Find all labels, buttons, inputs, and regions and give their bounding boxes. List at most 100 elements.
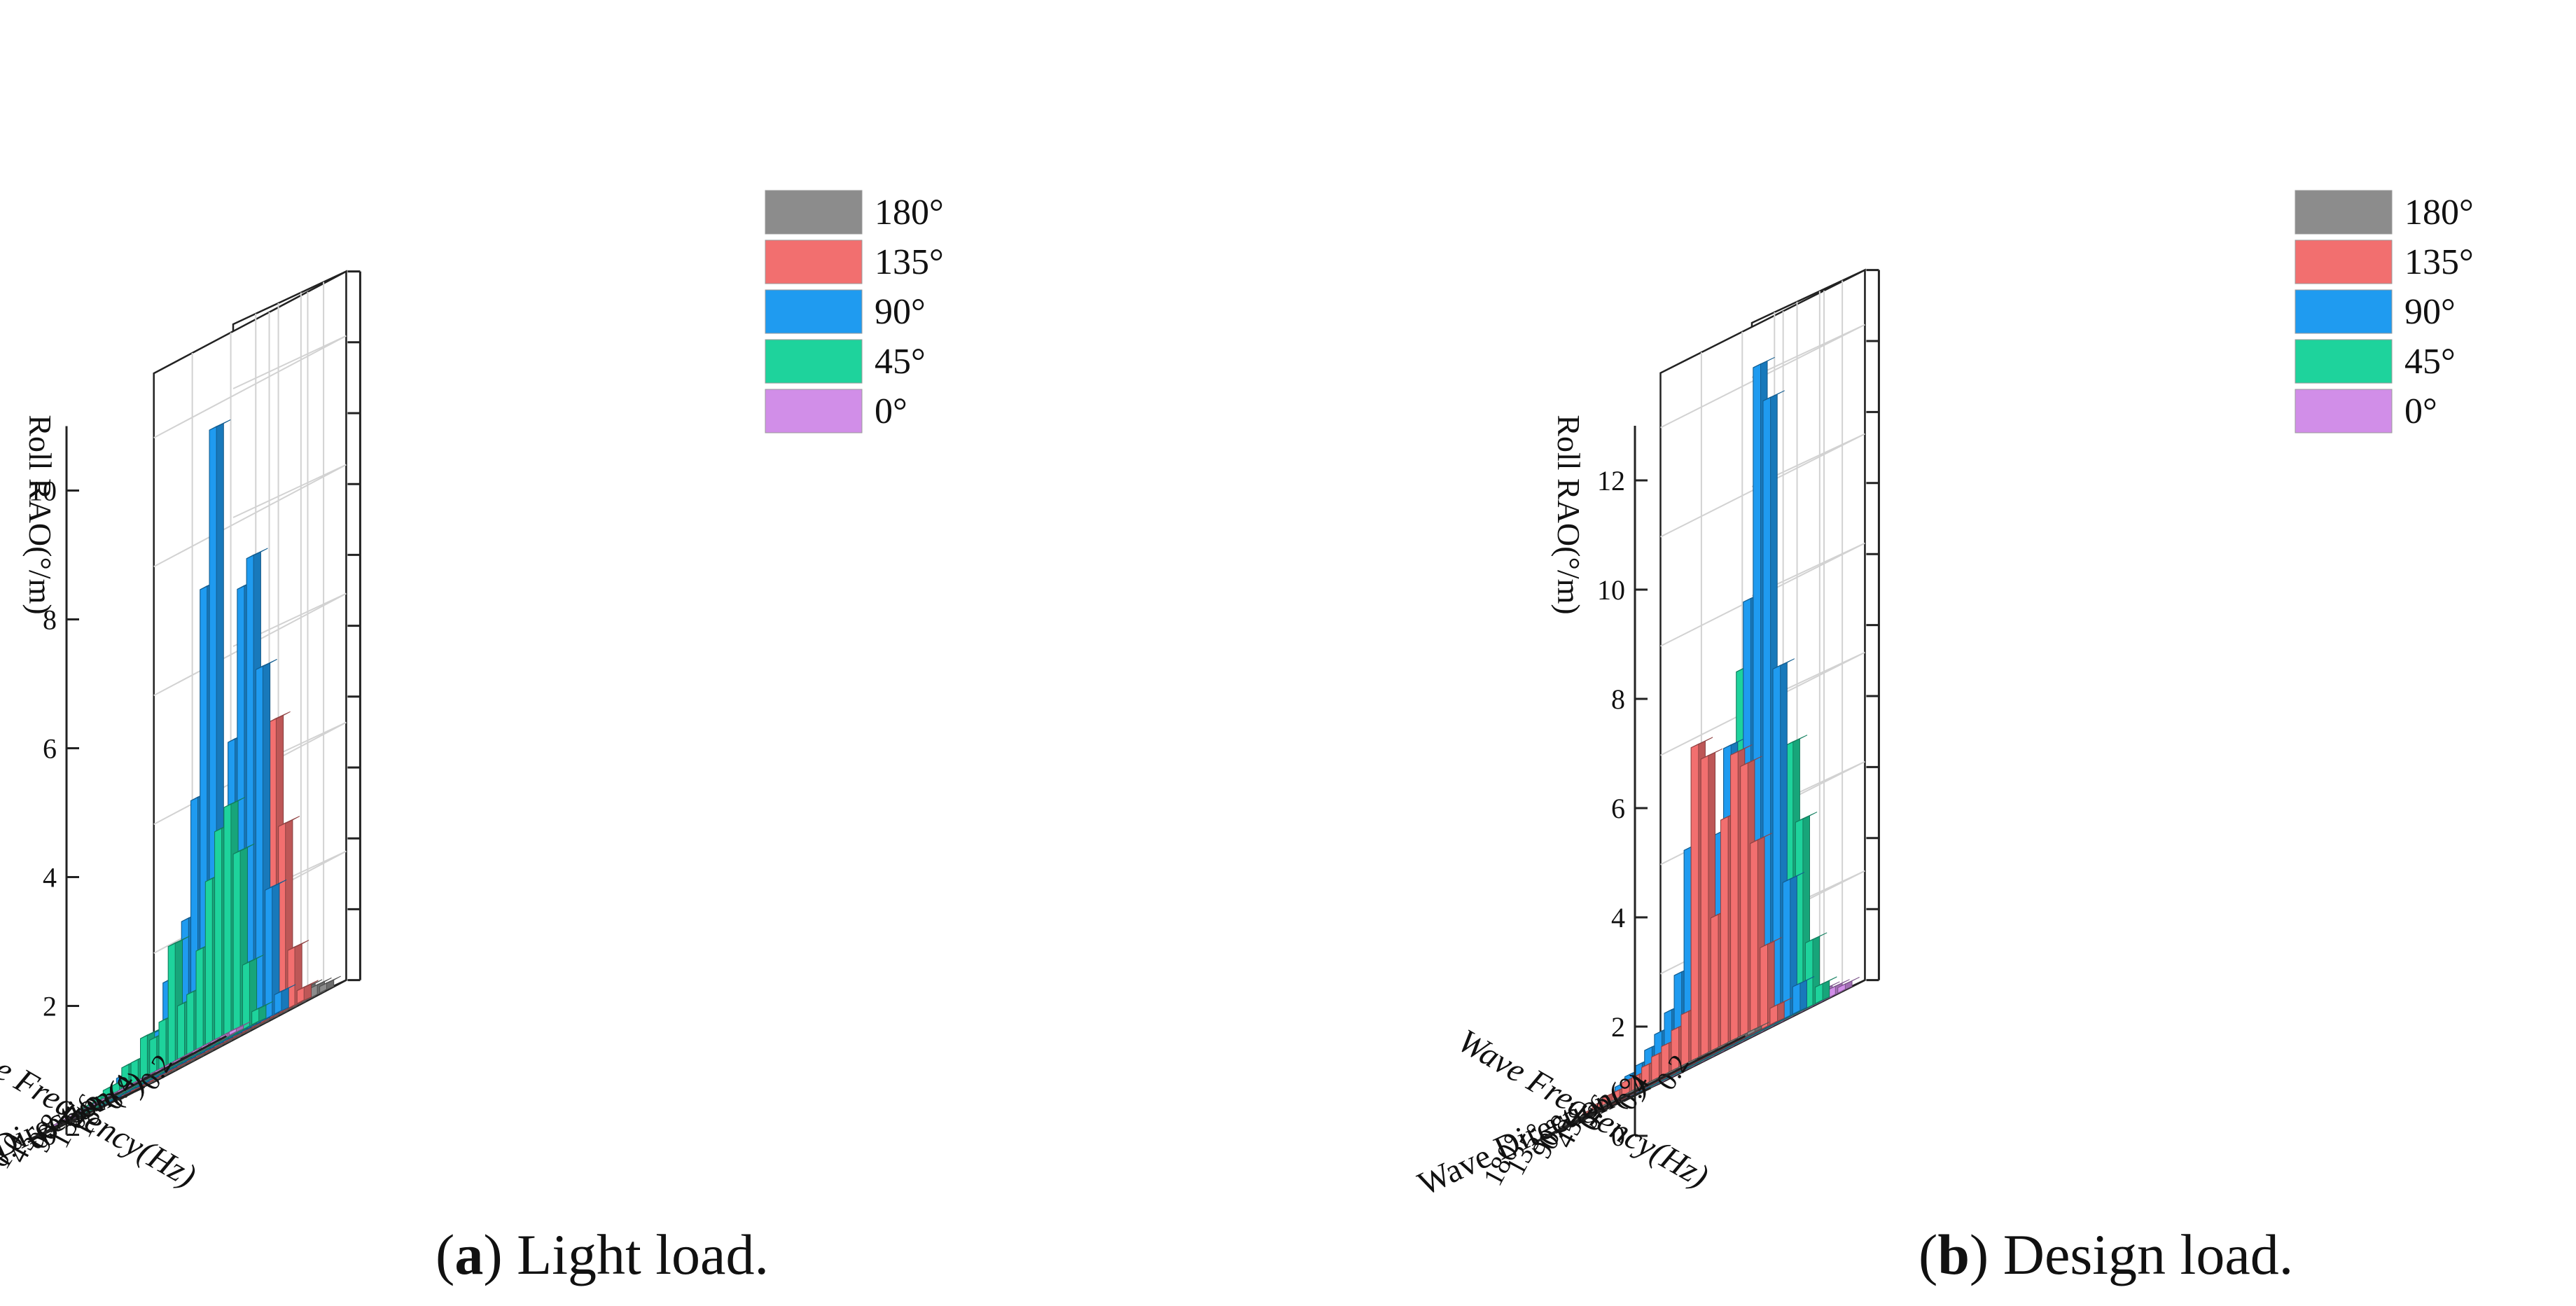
direction-tick bbox=[27, 1133, 43, 1144]
bar-135deg-f1 bbox=[1760, 937, 1782, 1031]
legend-swatch-90deg bbox=[765, 289, 863, 334]
bar-front bbox=[1710, 913, 1719, 1055]
bar-top bbox=[256, 659, 277, 670]
z-tick-label: 2 bbox=[1611, 1011, 1625, 1043]
legend-label-135deg: 135° bbox=[2404, 242, 2474, 282]
bar-top bbox=[1769, 997, 1792, 1009]
legend-swatch-0deg bbox=[765, 389, 863, 433]
bar-front bbox=[1782, 878, 1791, 1020]
z-tick-label: 8 bbox=[1611, 683, 1625, 715]
z-tick-label: 4 bbox=[1611, 902, 1625, 933]
frequency-tick bbox=[1578, 1112, 1593, 1120]
bar-front bbox=[223, 803, 232, 1041]
bar-top bbox=[1747, 1022, 1769, 1033]
bar-180deg-f1 bbox=[309, 978, 332, 999]
caption-b-tag: b bbox=[1937, 1223, 1970, 1286]
bar-front bbox=[1730, 751, 1739, 1046]
direction-tick bbox=[1578, 1113, 1595, 1124]
bar-front bbox=[204, 877, 213, 1050]
bar-90deg-f1 bbox=[1782, 872, 1805, 1020]
legend-label-135deg: 135° bbox=[875, 242, 944, 282]
gridline-z bbox=[1660, 651, 1865, 756]
legend-swatch-45deg bbox=[2295, 339, 2393, 384]
bar-front bbox=[214, 827, 223, 1046]
frequency-axis bbox=[33, 1035, 228, 1139]
bar-top bbox=[1760, 937, 1782, 948]
bar-front bbox=[265, 886, 273, 1020]
z-tick-label: 4 bbox=[43, 862, 57, 894]
frequency-tick bbox=[1657, 1072, 1672, 1081]
frequency-tick bbox=[180, 1052, 195, 1061]
bar-90deg-f0 bbox=[274, 984, 296, 1015]
gridline-z bbox=[1660, 542, 1865, 647]
legend-swatch-180deg bbox=[765, 190, 863, 235]
bar-top bbox=[1782, 872, 1805, 883]
bar-front bbox=[242, 961, 250, 1031]
bar-top bbox=[209, 419, 231, 431]
legend-label-0deg: 0° bbox=[875, 391, 907, 431]
frequency-tick bbox=[106, 1092, 120, 1100]
bar-top bbox=[229, 1021, 251, 1033]
direction-tick bbox=[1555, 1124, 1573, 1134]
bar-front bbox=[186, 990, 195, 1060]
bar-45deg-f0 bbox=[1815, 976, 1837, 1004]
bar-top bbox=[1815, 976, 1837, 988]
bar-top bbox=[297, 980, 319, 992]
bar-top bbox=[223, 796, 246, 808]
frequency-tick bbox=[1617, 1092, 1632, 1101]
caption-b: (b) Design load. bbox=[1919, 1223, 2294, 1286]
bar-front bbox=[177, 1001, 185, 1065]
bar-top bbox=[265, 880, 287, 891]
bar-front bbox=[1750, 839, 1758, 1036]
bar-top bbox=[1701, 748, 1723, 760]
legend-label-90deg: 90° bbox=[875, 292, 926, 332]
bar-top bbox=[140, 1028, 162, 1039]
z-axis-label: Roll RAO(°/m) bbox=[22, 415, 58, 614]
caption-a-tag: a bbox=[454, 1223, 484, 1286]
legend-swatch-90deg bbox=[2295, 289, 2393, 334]
bar-top bbox=[1805, 932, 1827, 944]
direction-tick bbox=[118, 1091, 134, 1102]
direction-tick bbox=[1623, 1092, 1640, 1102]
bar-180deg-f0 bbox=[1747, 1022, 1769, 1036]
bar-top bbox=[287, 940, 309, 951]
frequency-tick bbox=[143, 1071, 158, 1081]
z-tick-label: 0 bbox=[1611, 1120, 1625, 1152]
direction-tick bbox=[72, 1112, 89, 1123]
bar-135deg-f2 bbox=[278, 816, 300, 1014]
frequency-axis bbox=[1540, 1035, 1746, 1140]
bar-front bbox=[195, 947, 204, 1055]
legend-swatch-135deg bbox=[765, 239, 863, 284]
bar-front bbox=[1720, 816, 1729, 1050]
bar-top bbox=[1772, 658, 1795, 669]
legend-swatch-0deg bbox=[2295, 389, 2393, 433]
legend-swatch-180deg bbox=[2295, 190, 2393, 235]
bar-top bbox=[168, 936, 190, 947]
bar-top bbox=[1762, 390, 1785, 401]
z-tick-label: 10 bbox=[1597, 574, 1625, 606]
frequency-tick bbox=[69, 1111, 83, 1120]
bar-front bbox=[1700, 754, 1709, 1060]
caption-a-text: Light load. bbox=[502, 1223, 769, 1286]
legend-label-180deg: 180° bbox=[2404, 193, 2474, 232]
bar-top bbox=[1837, 977, 1860, 988]
direction-tick bbox=[95, 1102, 111, 1112]
z-tick-label: 8 bbox=[43, 604, 57, 636]
bar-top bbox=[1827, 979, 1850, 990]
legend-swatch-135deg bbox=[2295, 239, 2393, 284]
bar-front bbox=[1740, 762, 1748, 1041]
bar-top bbox=[1690, 737, 1713, 749]
bar-top bbox=[1785, 735, 1808, 746]
bar-180deg-f0 bbox=[319, 975, 341, 994]
bar-top bbox=[1723, 737, 1746, 749]
gridline-z bbox=[1660, 433, 1865, 538]
legend-label-90deg: 90° bbox=[2404, 292, 2456, 332]
direction-tick bbox=[50, 1123, 67, 1133]
caption-b-text: Design load. bbox=[1989, 1223, 2294, 1286]
bar-135deg-f0 bbox=[296, 980, 319, 1004]
bar-top bbox=[1792, 976, 1815, 987]
bar-top bbox=[310, 978, 332, 989]
bar-0deg-f0 bbox=[1837, 977, 1860, 994]
bar-front bbox=[1690, 743, 1699, 1065]
